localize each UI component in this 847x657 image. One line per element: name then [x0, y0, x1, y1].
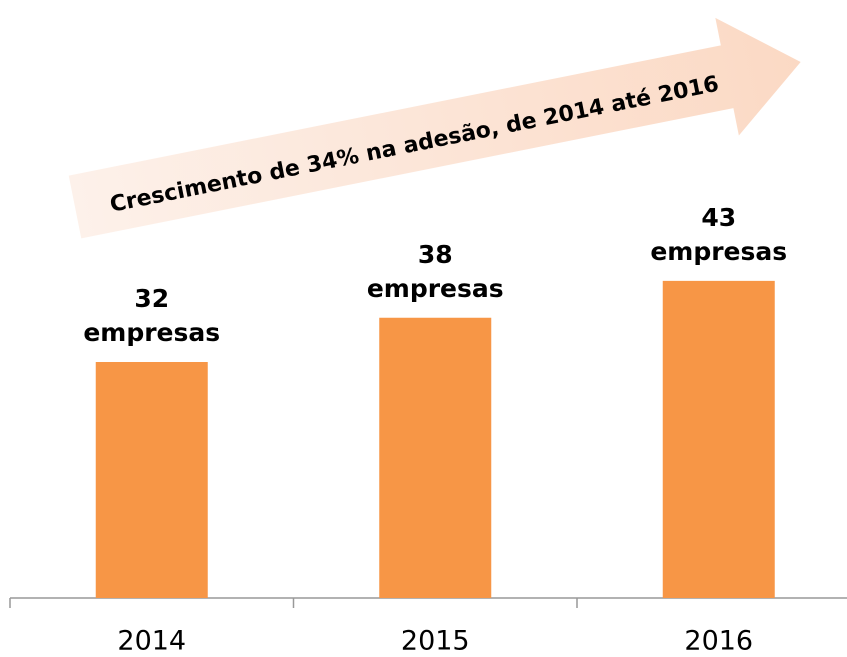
- arrow-shape: [68, 17, 801, 239]
- bar: [662, 280, 775, 598]
- value-label: 32 empresas: [83, 284, 221, 347]
- x-tick-label: 2016: [684, 626, 753, 657]
- x-tick-label: 2014: [117, 626, 186, 657]
- value-label: 38 empresas: [366, 239, 504, 303]
- bar: [379, 317, 492, 598]
- x-tick-label: 2015: [401, 626, 470, 657]
- value-label: 43 empresas: [650, 202, 788, 266]
- annotation: Crescimento de 34% na adesão, de 2014 at…: [108, 72, 721, 218]
- bar: [95, 362, 208, 598]
